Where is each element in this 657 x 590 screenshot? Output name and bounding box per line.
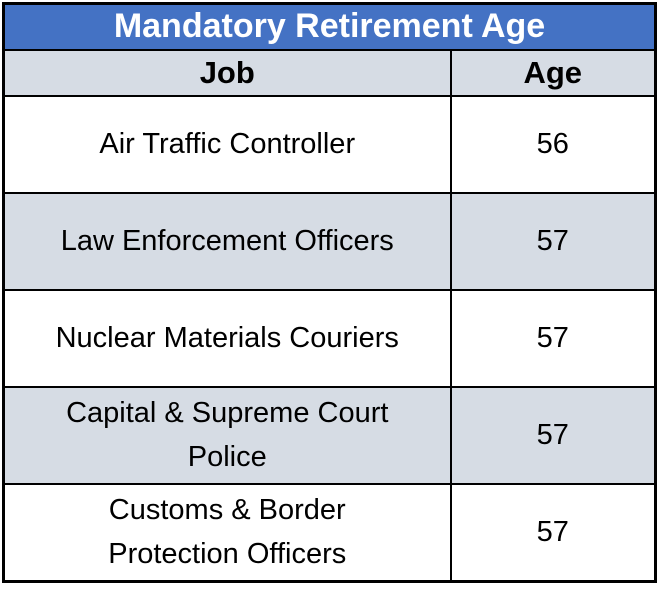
job-cell: Nuclear Materials Couriers [2, 289, 452, 388]
table-title: Mandatory Retirement Age [2, 2, 657, 51]
table-row: Capital & Supreme Court Police 57 [2, 386, 657, 485]
job-cell: Customs & Border Protection Officers [2, 483, 452, 583]
age-cell: 57 [449, 289, 657, 388]
job-cell: Air Traffic Controller [2, 95, 452, 194]
job-cell: Law Enforcement Officers [2, 192, 452, 291]
age-cell: 56 [449, 95, 657, 194]
table-row: Nuclear Materials Couriers 57 [2, 289, 657, 388]
column-header-age: Age [449, 49, 657, 97]
age-cell: 57 [449, 483, 657, 583]
job-cell: Capital & Supreme Court Police [2, 386, 452, 485]
age-cell: 57 [449, 192, 657, 291]
table-row: Air Traffic Controller 56 [2, 95, 657, 194]
column-header-job: Job [2, 49, 452, 97]
table-row: Customs & Border Protection Officers 57 [2, 483, 657, 583]
table-header-row: Job Age [2, 49, 657, 97]
table-row: Law Enforcement Officers 57 [2, 192, 657, 291]
table-title-row: Mandatory Retirement Age [2, 2, 657, 51]
age-cell: 57 [449, 386, 657, 485]
